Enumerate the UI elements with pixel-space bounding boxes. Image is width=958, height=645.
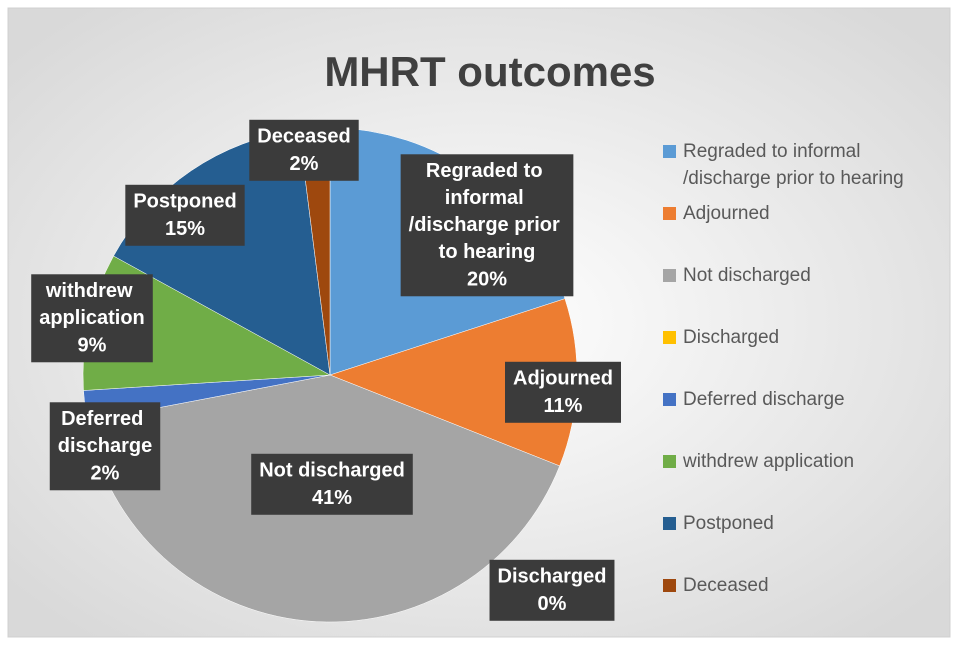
data-label-value: 9% [78,334,107,356]
legend-label: Discharged [683,327,779,348]
data-label-category: Postponed [133,191,236,213]
data-label: withdrew application 9% [31,274,153,363]
data-label-category: Deceased [257,126,350,148]
data-label: Not discharged 41% [251,453,413,515]
data-label: Discharged 0% [489,559,615,621]
data-label-box [489,559,615,621]
legend-swatch [663,269,676,282]
data-label: Regraded to informal /discharge prior to… [400,154,574,297]
data-label-box [49,402,161,491]
legend-label: Not discharged [683,265,811,286]
data-label-value: 15% [165,218,205,240]
data-label-box [400,154,574,297]
legend-swatch [663,145,676,158]
data-label-category: Adjourned [513,368,613,390]
legend-label: Adjourned [683,203,770,224]
data-label-value: 2% [290,153,319,175]
legend-swatch [663,393,676,406]
legend-swatch [663,207,676,220]
data-label-value: 11% [544,395,583,417]
data-label-value: 20% [467,268,507,290]
data-label-box [251,453,413,515]
legend-swatch [663,455,676,468]
legend-label: Deceased [683,575,769,596]
data-label-value: 2% [91,462,120,484]
data-label-box [505,361,621,423]
data-label-category: Not discharged [259,460,405,482]
legend-swatch [663,579,676,592]
legend-label: withdrew application [682,451,854,472]
data-label-category: withdrew application [39,280,145,329]
data-label-box [249,119,359,181]
legend-swatch [663,331,676,344]
data-label-value: 0% [538,593,567,615]
chart-title: MHRT outcomes [324,48,655,95]
data-label-category: Deferred discharge [58,408,152,457]
legend-label: Regraded to informal /discharge prior to… [683,141,904,189]
data-label: Deceased 2% [249,119,359,181]
data-label: Adjourned 11% [505,361,621,423]
legend-swatch [663,517,676,530]
data-label-category: Discharged [498,566,607,588]
data-label-value: 41% [312,487,352,509]
data-label-box [125,184,245,246]
data-label: Postponed 15% [125,184,245,246]
legend-label: Postponed [683,513,774,534]
data-label-box [31,274,153,363]
legend-label: Deferred discharge [683,389,845,410]
data-label: Deferred discharge 2% [49,402,161,491]
data-label-category: Regraded to informal /discharge prior to… [409,160,566,263]
